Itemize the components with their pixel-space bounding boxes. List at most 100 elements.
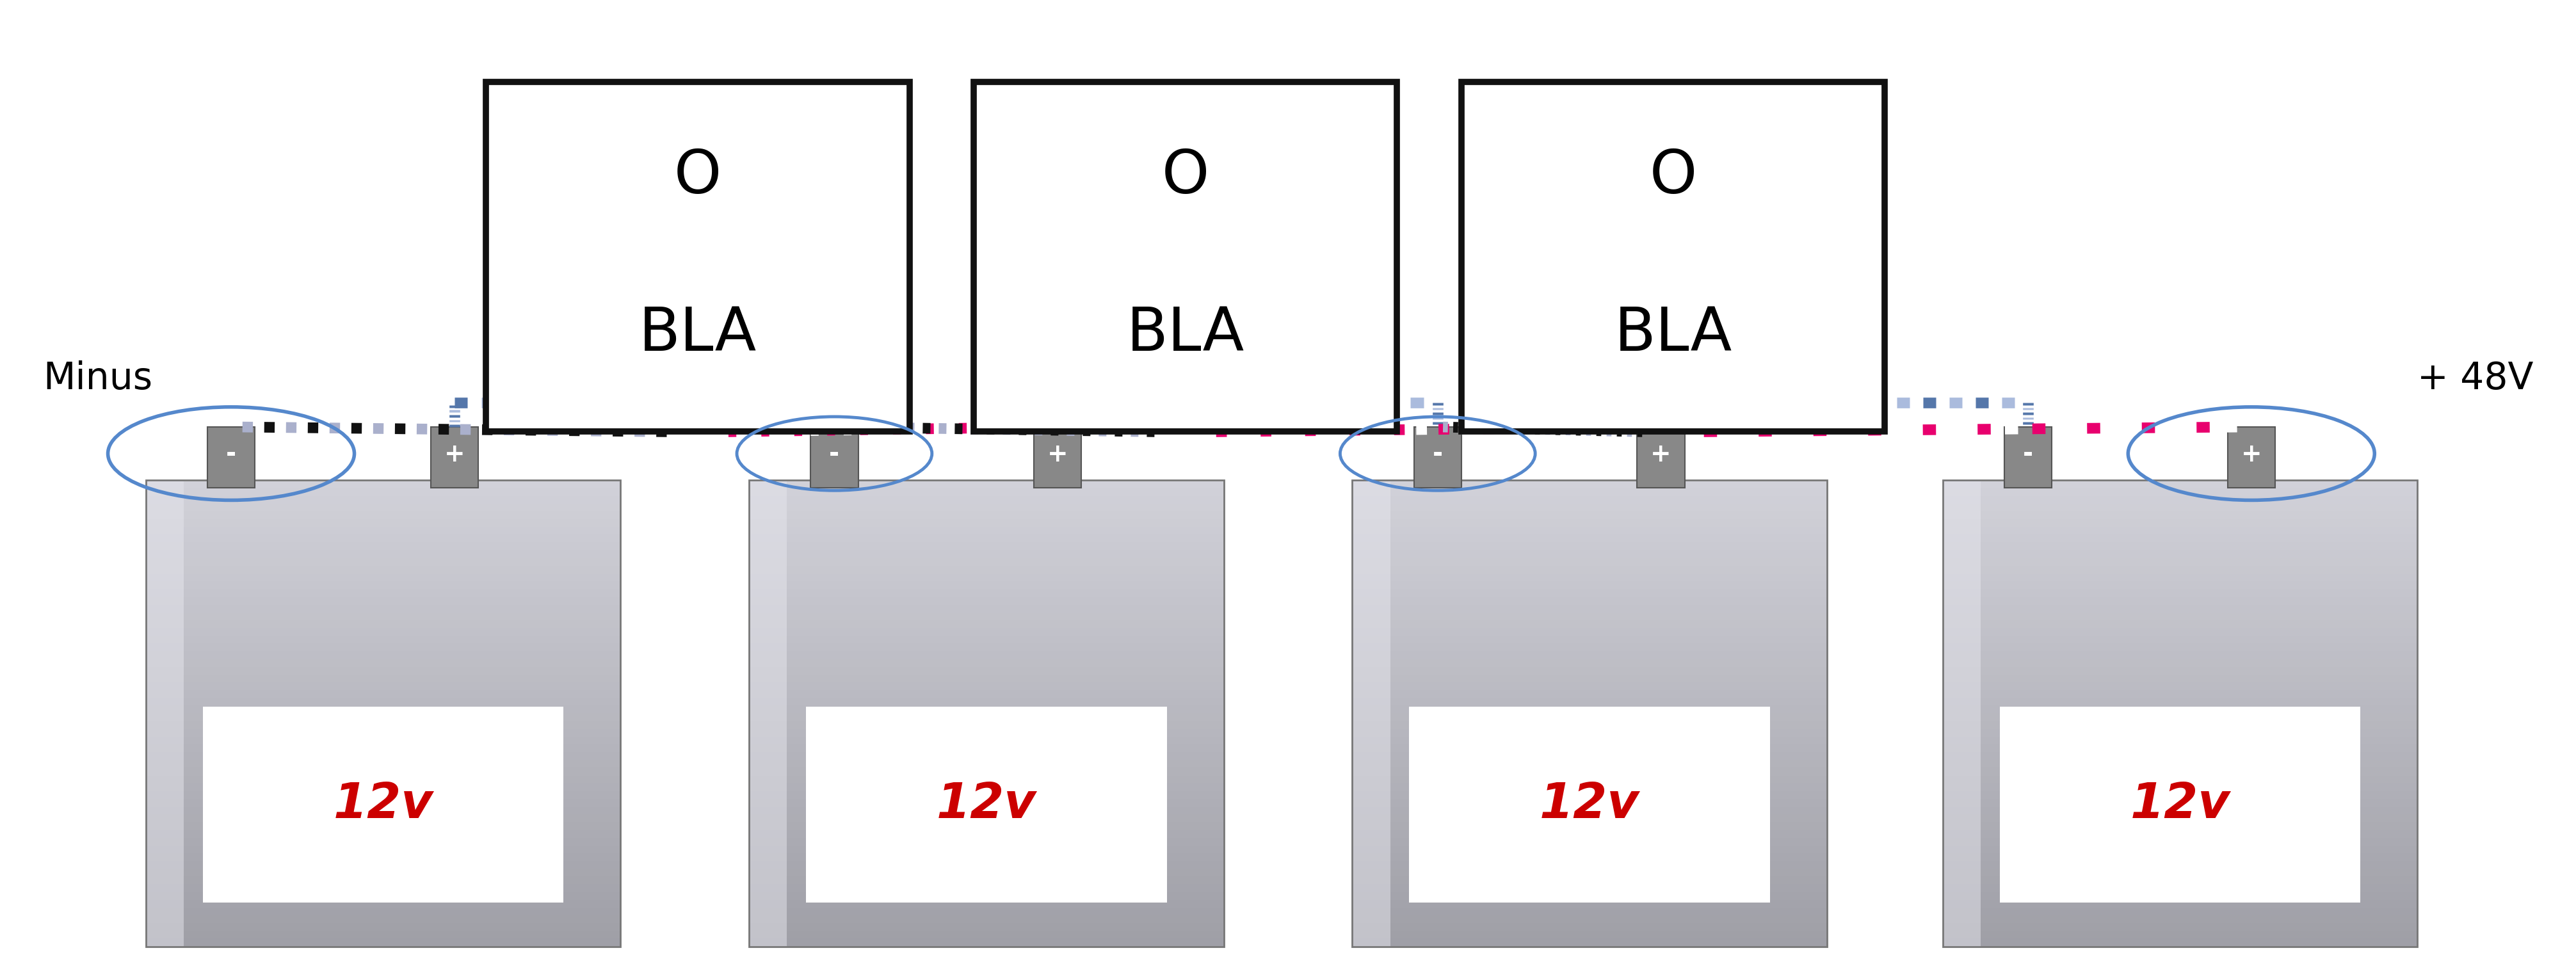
Bar [147, 612, 621, 620]
Bar [147, 581, 621, 589]
Bar [1352, 861, 1826, 868]
Bar [147, 907, 621, 915]
Text: +: + [2241, 442, 2262, 466]
Bar [1942, 682, 2416, 690]
Text: Minus: Minus [44, 360, 152, 397]
Bar [750, 706, 1224, 713]
Bar [1352, 767, 1826, 775]
Bar [1352, 698, 1826, 706]
Bar [750, 519, 1224, 527]
Bar [147, 690, 621, 698]
Bar [1352, 884, 1826, 892]
Bar [147, 876, 621, 884]
Bar [147, 900, 621, 907]
Bar [750, 620, 1224, 628]
Bar [1352, 900, 1826, 907]
Bar [750, 931, 1224, 939]
Bar [147, 644, 621, 651]
Bar [2228, 427, 2275, 488]
Bar [147, 846, 621, 854]
Bar [1942, 900, 2416, 907]
Bar [1352, 612, 1826, 620]
Bar [750, 876, 1224, 884]
Bar [147, 480, 183, 947]
Bar [1942, 512, 2416, 519]
Bar [1352, 628, 1826, 636]
Bar [1352, 543, 1826, 550]
Bar [750, 605, 1224, 612]
Bar [147, 496, 621, 504]
Bar [147, 698, 621, 706]
Bar [147, 745, 621, 753]
Bar [1942, 666, 2416, 674]
Bar [750, 666, 1224, 674]
Bar [147, 854, 621, 861]
Bar [811, 427, 858, 488]
Text: -: - [227, 442, 237, 466]
Bar [1352, 690, 1826, 698]
Bar [1942, 713, 2416, 721]
Bar [974, 82, 1396, 432]
Bar [1942, 753, 2416, 760]
Text: + 48V: + 48V [2416, 360, 2532, 397]
Bar [1942, 581, 2416, 589]
Bar [147, 682, 621, 690]
Bar [1942, 915, 2416, 923]
Bar [147, 721, 621, 729]
Bar [1352, 605, 1826, 612]
Bar [1942, 488, 2416, 496]
Bar [750, 791, 1224, 799]
Bar [750, 496, 1224, 504]
Bar [1352, 876, 1826, 884]
Bar [750, 838, 1224, 846]
Bar [147, 799, 621, 807]
Bar [750, 573, 1224, 581]
Text: +: + [1048, 442, 1069, 466]
Bar [2004, 427, 2053, 488]
Bar [750, 589, 1224, 597]
Bar [1352, 838, 1826, 846]
Bar [1942, 698, 2416, 706]
Bar [147, 651, 621, 659]
Bar [147, 814, 621, 822]
Bar [1352, 674, 1826, 682]
Bar [1942, 480, 2416, 947]
Bar [147, 605, 621, 612]
Text: BLA: BLA [1126, 305, 1244, 364]
Bar [1352, 504, 1826, 512]
Bar [750, 830, 1224, 838]
Bar [1352, 644, 1826, 651]
Text: 12v: 12v [1540, 781, 1638, 828]
Bar [750, 581, 1224, 589]
Bar [750, 698, 1224, 706]
Bar [750, 807, 1224, 814]
Bar [147, 480, 621, 947]
Bar [147, 807, 621, 814]
Bar [1942, 558, 2416, 565]
Bar [209, 427, 255, 488]
Bar [1942, 767, 2416, 775]
Bar [1352, 822, 1826, 830]
Bar [147, 767, 621, 775]
Bar [147, 488, 621, 496]
Bar [750, 543, 1224, 550]
Bar [1352, 496, 1826, 504]
Bar [750, 892, 1224, 900]
Text: +: + [1651, 442, 1672, 466]
Bar [1352, 907, 1826, 915]
Bar [750, 682, 1224, 690]
Bar [1352, 753, 1826, 760]
Bar [147, 915, 621, 923]
Bar [1942, 612, 2416, 620]
Bar [1352, 745, 1826, 753]
Bar [1352, 760, 1826, 767]
Bar [1942, 659, 2416, 666]
Bar [147, 543, 621, 550]
Bar [1942, 527, 2416, 535]
Bar [147, 923, 621, 931]
Bar [147, 931, 621, 939]
Bar [147, 589, 621, 597]
Bar [1942, 760, 2416, 767]
Bar [1942, 846, 2416, 854]
Bar [750, 480, 1224, 947]
